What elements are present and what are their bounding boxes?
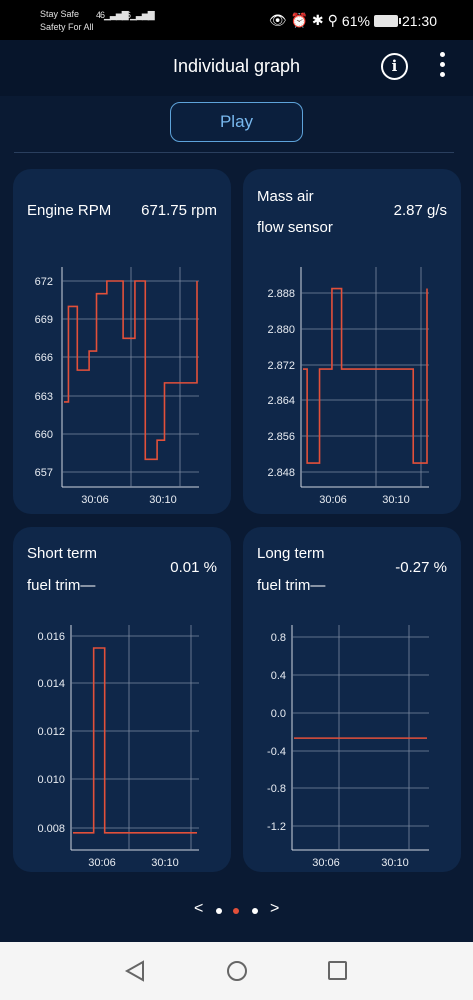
play-button[interactable]: Play	[170, 102, 303, 142]
y-tick-label: 0.8	[271, 632, 286, 644]
y-tick-label: 0.008	[37, 823, 65, 835]
x-tick-label: 30:06	[88, 857, 116, 869]
chart-short-term-fuel-trim: 0.016 0.014 0.012 0.010 0.008 30:06 30:10	[37, 625, 199, 869]
next-page-button[interactable]: >	[270, 900, 280, 917]
graph-card-short-term-fuel-trim[interactable]: Short term fuel trim— 0.01 % 0.016 0.014 0…	[13, 527, 231, 872]
chart-long-term-fuel-trim: 0.8 0.4 0.0 -0.4 -0.8 -1.2 30:06 30:10	[267, 625, 429, 869]
y-tick-label: 0.016	[37, 631, 65, 643]
x-tick-label: 30:06	[319, 494, 347, 506]
carrier-line-2: Safety For All	[40, 22, 94, 32]
card-title-line-1: Long term	[257, 545, 325, 562]
page-title: Individual graph	[172, 56, 301, 76]
y-tick-label: 0.4	[271, 670, 286, 682]
info-icon[interactable]: i	[381, 53, 408, 80]
y-tick-label: 660	[35, 429, 53, 441]
page-dot-2[interactable]	[233, 908, 239, 914]
status-icons: 👁 ⏰ ✱ ⚲ 61% 21:30	[269, 12, 437, 29]
y-tick-label: 0.014	[37, 678, 65, 690]
bluetooth-icon: ✱	[311, 12, 324, 28]
y-tick-label: 0.012	[37, 726, 65, 738]
y-tick-label: 2.864	[267, 395, 295, 407]
pager: < >	[190, 900, 285, 922]
divider	[14, 152, 454, 153]
page-dot-1[interactable]	[216, 908, 222, 914]
x-tick-label: 30:06	[81, 494, 109, 506]
y-tick-label: 0.0	[271, 708, 286, 720]
carrier-line-1: Stay Safe	[40, 9, 80, 19]
y-tick-label: 0.010	[37, 774, 65, 786]
nav-icons	[124, 960, 347, 982]
chart-mass-air-flow: 2.888 2.880 2.872 2.864 2.856 2.848 30:06 30:10	[267, 267, 429, 506]
prev-page-button[interactable]: <	[194, 900, 204, 917]
signal-1-icon: 46▁▃▅▇	[96, 10, 129, 20]
graph-card-mass-air-flow[interactable]: Mass air flow sensor 2.87 g/s 2.888 2.880…	[243, 169, 461, 514]
back-icon[interactable]	[124, 960, 144, 982]
card-title: Engine RPM	[27, 202, 112, 219]
page-dot-3[interactable]	[252, 908, 258, 914]
x-tick-label: 30:10	[151, 857, 179, 869]
eye-icon: 👁	[268, 12, 287, 28]
card-title-line-2: fuel trim—	[257, 577, 326, 594]
y-tick-label: 663	[35, 391, 53, 403]
signal-1-label: 46	[96, 10, 105, 20]
card-title-line-1: Mass air	[257, 188, 314, 205]
home-icon[interactable]	[227, 961, 247, 981]
x-tick-label: 30:10	[149, 494, 177, 506]
y-tick-label: 2.848	[267, 467, 295, 479]
y-tick-label: 657	[35, 467, 53, 479]
card-value: 0.01 %	[170, 559, 217, 576]
y-tick-label: 669	[35, 314, 53, 326]
status-bar: Stay Safe Safety For All 46▁▃▅▇ 46▁▃▅▇ 👁…	[0, 0, 473, 40]
location-icon: ⚲	[327, 12, 338, 28]
graph-card-long-term-fuel-trim[interactable]: Long term fuel trim— -0.27 % 0.8 0.4 0.0 -0…	[243, 527, 461, 872]
signal-2-icon: 46▁▃▅▇	[122, 10, 155, 20]
y-tick-label: -1.2	[267, 821, 286, 833]
y-tick-label: 2.856	[267, 431, 295, 443]
card-value: 671.75 rpm	[141, 202, 217, 219]
card-title-line-2: fuel trim—	[27, 577, 96, 594]
recents-icon[interactable]	[328, 961, 347, 980]
battery-icon	[373, 14, 401, 27]
y-tick-label: 666	[35, 352, 53, 364]
alarm-icon: ⏰	[290, 12, 308, 28]
signal-2-label: 46	[122, 10, 131, 20]
y-tick-label: -0.8	[267, 783, 286, 795]
chart-engine-rpm: 672 669 666 663 660 657 30:06 30:10	[35, 267, 199, 506]
system-nav-bar	[0, 942, 473, 1000]
x-tick-label: 30:06	[312, 857, 340, 869]
y-tick-label: -0.4	[267, 746, 286, 758]
y-tick-label: 2.872	[267, 360, 295, 372]
card-title-line-2: flow sensor	[257, 219, 333, 236]
x-tick-label: 30:10	[381, 857, 409, 869]
y-tick-label: 2.888	[267, 288, 295, 300]
card-value: 2.87 g/s	[393, 202, 447, 219]
y-tick-label: 2.880	[267, 324, 295, 336]
graph-card-engine-rpm[interactable]: Engine RPM 671.75 rpm 672 669 666 663 660 657…	[13, 169, 231, 514]
series-line	[73, 647, 197, 834]
series-line	[303, 287, 428, 464]
y-tick-label: 672	[35, 276, 53, 288]
x-tick-label: 30:10	[382, 494, 410, 506]
card-title-line-1: Short term	[27, 545, 98, 562]
app-bar: Individual graph i	[0, 40, 473, 96]
series-line	[64, 280, 198, 461]
more-options-icon[interactable]	[432, 52, 452, 80]
battery-percent: 61%	[341, 12, 370, 29]
card-value: -0.27 %	[395, 559, 447, 576]
clock: 21:30	[401, 12, 437, 29]
carrier-info: Stay Safe Safety For All	[40, 8, 94, 34]
